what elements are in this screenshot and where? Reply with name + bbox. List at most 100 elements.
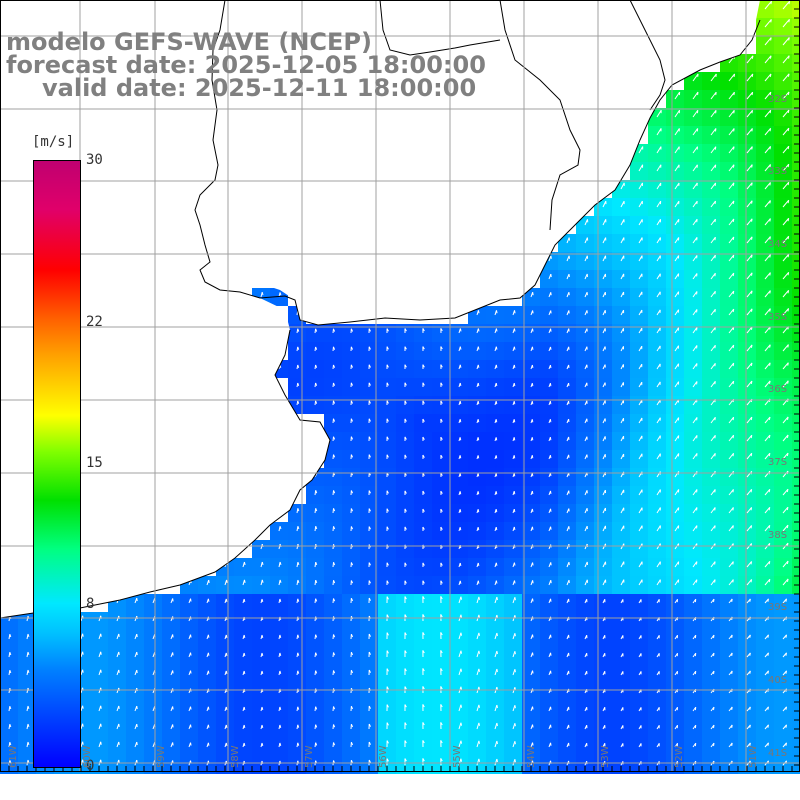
wind-arrow bbox=[782, 181, 790, 190]
wind-arrow bbox=[782, 470, 789, 478]
wind-arrow bbox=[692, 525, 698, 532]
wind-arrow-head bbox=[459, 328, 462, 332]
wind-arrow bbox=[674, 489, 680, 496]
wind-arrow-head bbox=[350, 759, 354, 764]
wind-arrow-head bbox=[368, 633, 371, 637]
wind-arrow bbox=[638, 200, 643, 208]
wind-arrow bbox=[728, 128, 735, 136]
wind-arrow-head bbox=[422, 328, 425, 332]
wind-arrow-head bbox=[368, 741, 371, 745]
wind-arrow-head bbox=[386, 668, 389, 672]
wind-arrow-head bbox=[315, 400, 318, 404]
wind-arrow bbox=[746, 254, 753, 262]
wind-arrow-head bbox=[733, 73, 736, 78]
wind-arrow bbox=[764, 326, 771, 334]
wind-arrow bbox=[656, 579, 661, 586]
wind-arrow-head bbox=[733, 128, 735, 132]
wind-arrow-head bbox=[440, 364, 443, 368]
wind-arrow-head bbox=[460, 722, 463, 726]
wind-arrow-head bbox=[768, 525, 771, 529]
wind-arrow bbox=[458, 668, 462, 676]
wind-arrow bbox=[746, 434, 753, 442]
wind-arrow-head bbox=[513, 383, 516, 387]
wind-arrow-head bbox=[767, 670, 769, 674]
wind-arrow bbox=[782, 506, 789, 514]
wind-arrow bbox=[746, 290, 753, 298]
wind-arrow bbox=[764, 73, 772, 82]
wind-arrow bbox=[692, 507, 698, 514]
wind-arrow-head bbox=[769, 362, 771, 366]
wind-arrow bbox=[782, 55, 790, 64]
wind-arrow-head bbox=[350, 508, 354, 512]
wind-arrow bbox=[710, 326, 716, 334]
wind-arrow-head bbox=[768, 579, 771, 583]
wind-arrow bbox=[764, 19, 772, 28]
wind-arrow-head bbox=[9, 669, 12, 674]
wind-arrow bbox=[692, 237, 698, 244]
wind-arrow bbox=[764, 524, 771, 532]
colorbar bbox=[33, 160, 81, 768]
wind-arrow-head bbox=[459, 491, 462, 495]
wind-arrow-head bbox=[786, 507, 789, 511]
wind-arrow-head bbox=[478, 758, 480, 762]
wind-arrow-head bbox=[786, 525, 789, 529]
wind-arrow-head bbox=[27, 723, 30, 728]
wind-arrow-head bbox=[770, 1, 772, 5]
wind-arrow-head bbox=[477, 437, 480, 441]
wind-arrow-head bbox=[495, 491, 498, 495]
wind-arrow bbox=[782, 380, 789, 388]
wind-arrow bbox=[710, 182, 716, 190]
latitude-label: 33S bbox=[768, 166, 788, 177]
wind-arrow-head bbox=[261, 670, 264, 675]
wind-arrow-head bbox=[9, 741, 12, 746]
wind-arrow-head bbox=[100, 633, 102, 637]
wind-arrow-head bbox=[732, 326, 735, 331]
wind-arrow bbox=[674, 453, 680, 460]
wind-arrow bbox=[692, 146, 698, 154]
wind-arrow bbox=[674, 109, 680, 118]
latitude-label: 38S bbox=[768, 530, 788, 541]
wind-arrow bbox=[692, 489, 698, 496]
wind-arrow-head bbox=[785, 598, 788, 602]
wind-arrow-head bbox=[368, 328, 371, 332]
wind-arrow-head bbox=[100, 669, 102, 673]
wind-arrow-head bbox=[207, 652, 210, 656]
wind-arrow-head bbox=[477, 580, 480, 584]
wind-arrow bbox=[710, 110, 717, 118]
wind-arrow bbox=[674, 164, 680, 172]
wind-arrow-head bbox=[27, 741, 30, 746]
wind-arrow-head bbox=[279, 292, 282, 296]
wind-arrow-head bbox=[460, 614, 463, 618]
wind-arrow-head bbox=[459, 401, 462, 405]
wind-arrow bbox=[782, 163, 790, 172]
wind-arrow-head bbox=[477, 328, 480, 332]
wind-arrow bbox=[710, 434, 716, 442]
wind-arrow bbox=[710, 453, 716, 460]
wind-arrow-head bbox=[404, 722, 407, 726]
wind-arrow-head bbox=[243, 706, 246, 711]
wind-arrow-head bbox=[440, 346, 443, 350]
wind-arrow-head bbox=[368, 562, 371, 566]
wind-arrow-head bbox=[279, 634, 282, 638]
wind-arrow bbox=[692, 291, 698, 298]
wind-arrow-head bbox=[733, 146, 735, 150]
wind-arrow bbox=[764, 272, 771, 280]
wind-arrow bbox=[746, 55, 754, 64]
wind-arrow bbox=[746, 91, 754, 100]
wind-arrow-head bbox=[261, 652, 264, 657]
wind-arrow bbox=[782, 199, 790, 208]
wind-arrow-head bbox=[496, 758, 498, 763]
wind-arrow-head bbox=[297, 579, 300, 584]
wind-arrow-head bbox=[368, 454, 371, 458]
wind-arrow-head bbox=[225, 670, 228, 674]
wind-arrow-head bbox=[459, 527, 462, 531]
wind-arrow-head bbox=[315, 508, 318, 512]
wind-arrow bbox=[656, 219, 661, 226]
wind-arrow-head bbox=[404, 758, 407, 762]
wind-arrow-head bbox=[368, 597, 371, 601]
wind-arrow bbox=[746, 561, 752, 568]
wind-arrow-head bbox=[767, 742, 769, 746]
wind-arrow-head bbox=[440, 562, 443, 566]
wind-arrow bbox=[782, 109, 790, 118]
wind-arrow bbox=[746, 452, 753, 460]
